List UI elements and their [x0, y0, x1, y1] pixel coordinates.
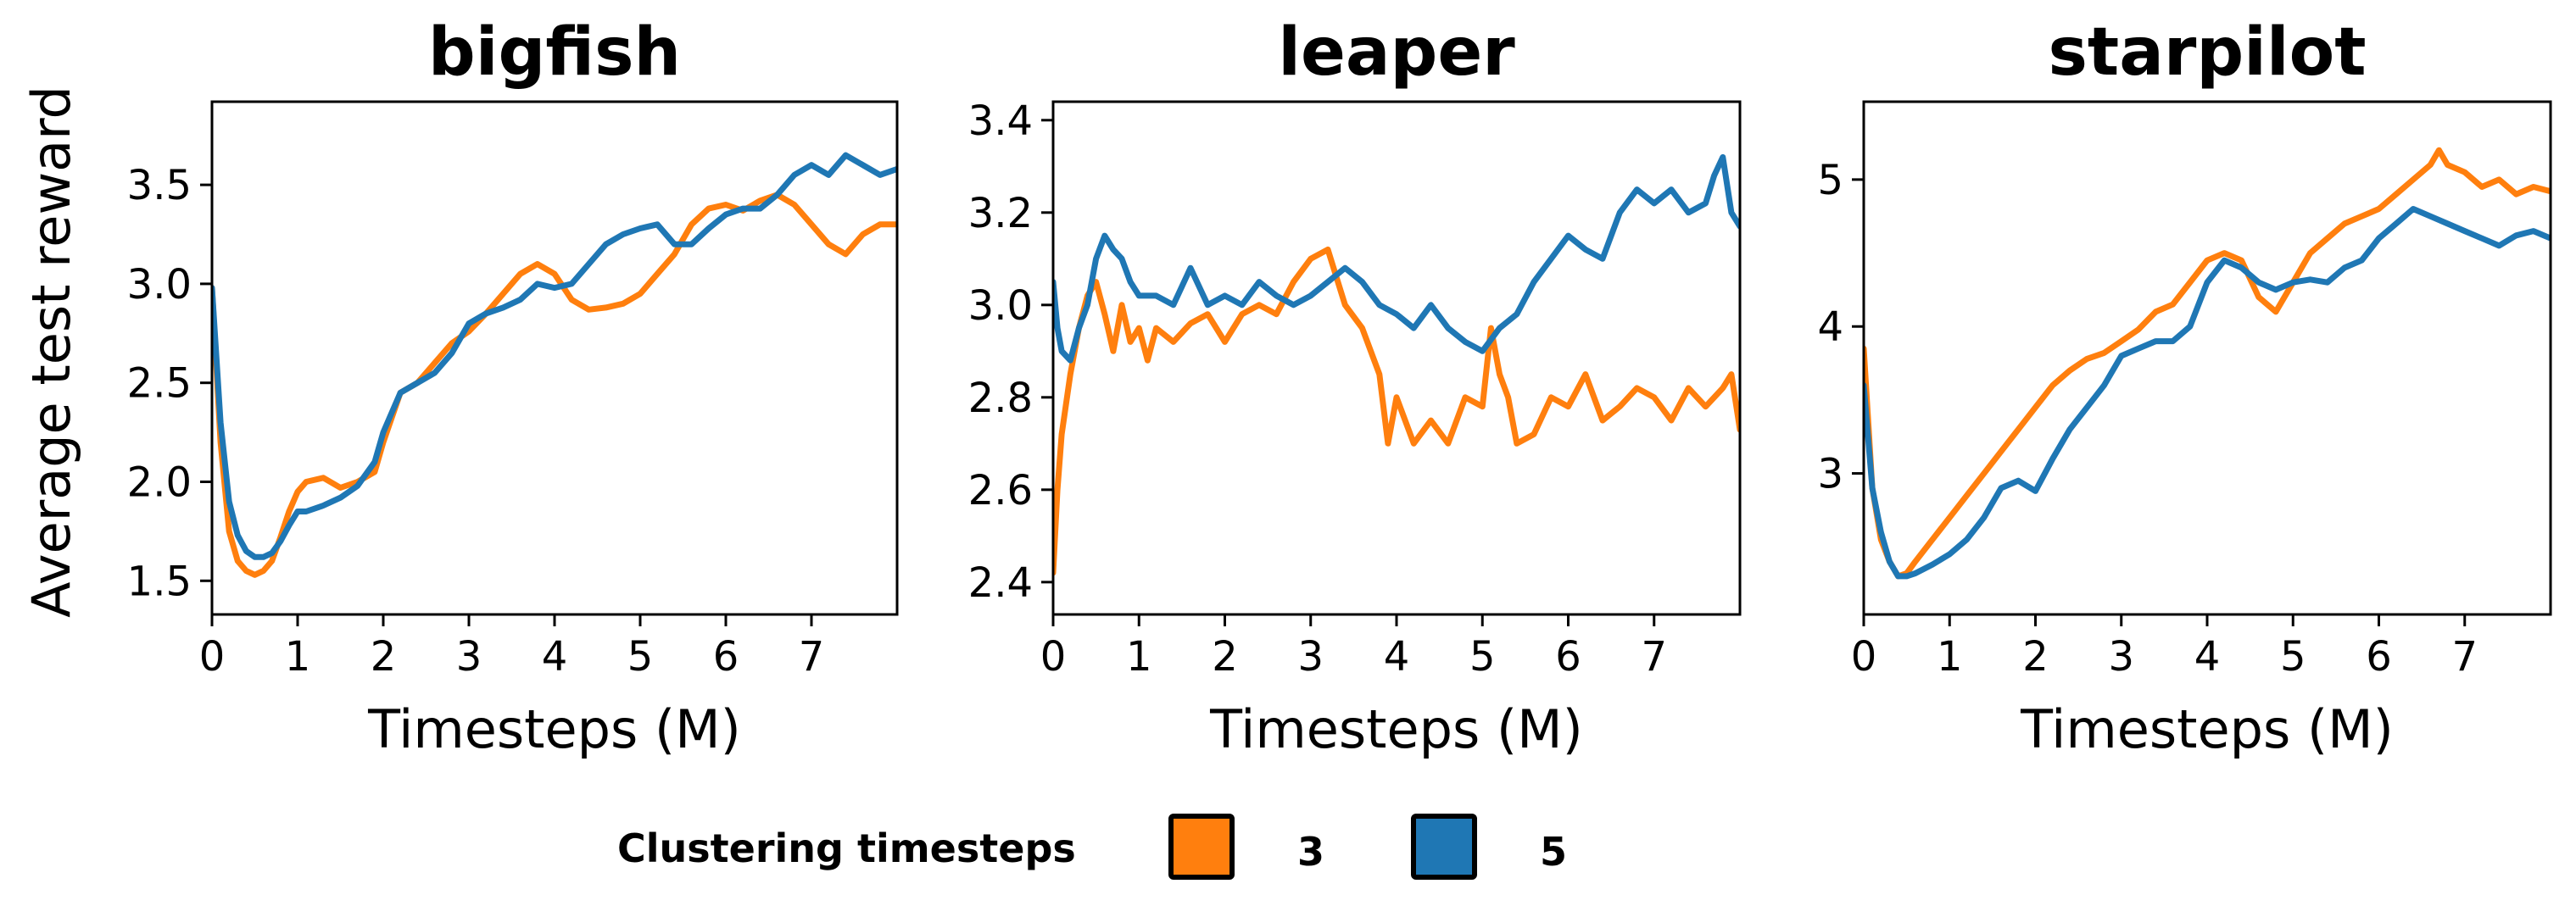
x-tick-label: 5	[627, 633, 654, 681]
x-tick-label: 2	[371, 633, 397, 681]
x-tick-label: 6	[1555, 633, 1581, 681]
x-axis-label: Timesteps (M)	[367, 698, 741, 760]
x-axis-label: Timesteps (M)	[1209, 698, 1583, 760]
panel-bigfish: bigfish 0 1 2 3 4 5 6 7 1.5 2.0 2.5 3.0 3.5 Timesteps …	[127, 14, 899, 760]
x-tick-label: 2	[1212, 633, 1238, 681]
x-tick-label: 4	[2194, 633, 2221, 681]
y-tick-label: 5	[1817, 157, 1843, 204]
figure-canvas: Average test reward bigfish 0 1 2 3 4 5 6 7 1.5 2.…	[20, 14, 2552, 760]
y-tick-label: 4	[1817, 303, 1843, 351]
x-tick-label: 4	[542, 633, 568, 681]
x-tick-label: 3	[456, 633, 482, 681]
legend-label-5: 5	[1540, 829, 1568, 875]
series-line-5	[212, 152, 897, 560]
x-tick-label: 4	[1384, 633, 1410, 681]
y-tick-label: 3.0	[127, 261, 192, 308]
legend-swatch-5	[1411, 814, 1477, 880]
x-tick-label: 3	[2108, 633, 2134, 681]
y-tick-label: 2.5	[127, 360, 192, 408]
x-tick-label: 1	[1937, 633, 1963, 681]
panel-title: starpilot	[2049, 14, 2367, 91]
x-tick-label: 5	[1469, 633, 1496, 681]
x-tick-label: 1	[1126, 633, 1152, 681]
legend-title: Clustering timesteps	[617, 825, 1076, 871]
y-tick-label: 3	[1817, 451, 1843, 498]
y-axis-label: Average test reward	[20, 86, 82, 618]
x-tick-label: 7	[2451, 633, 2478, 681]
legend-swatch-3	[1168, 814, 1235, 880]
y-tick-label: 2.8	[968, 375, 1033, 422]
y-tick-label: 3.0	[968, 282, 1033, 330]
series-line-5	[1864, 206, 2551, 580]
x-axis-label: Timesteps (M)	[2020, 698, 2394, 760]
x-tick-label: 6	[713, 633, 739, 681]
y-tick-label: 2.0	[127, 459, 192, 506]
x-tick-label: 2	[2022, 633, 2049, 681]
panel-leaper: leaper 0 1 2 3 4 5 6 7 2.4 2.6 2.8 3.0 3.2 3.4 Timestep…	[968, 14, 1742, 760]
y-tick-label: 3.5	[127, 162, 192, 209]
x-tick-label: 1	[285, 633, 311, 681]
y-tick-label: 2.6	[968, 467, 1033, 514]
series-line-3	[212, 192, 897, 578]
x-tick-label: 3	[1297, 633, 1324, 681]
x-tick-label: 0	[1040, 633, 1067, 681]
y-tick-label: 2.4	[968, 559, 1033, 607]
y-tick-label: 1.5	[127, 558, 192, 605]
legend-label-3: 3	[1297, 829, 1325, 875]
legend: Clustering timesteps 3 5	[0, 797, 2576, 898]
x-tick-label: 6	[2366, 633, 2392, 681]
x-tick-label: 7	[1641, 633, 1667, 681]
series-line-5	[1053, 153, 1740, 364]
y-tick-label: 3.2	[968, 190, 1033, 237]
x-tick-label: 5	[2280, 633, 2306, 681]
x-tick-label: 7	[799, 633, 825, 681]
series-line-3	[1053, 246, 1740, 576]
y-tick-label: 3.4	[968, 97, 1033, 145]
series-line-3	[1864, 147, 2551, 580]
panel-title: bigfish	[428, 14, 681, 91]
panel-starpilot: starpilot 0 1 2 3 4 5 6 7 3 4 5 Timesteps (M)	[1817, 14, 2552, 760]
panel-title: leaper	[1278, 14, 1515, 91]
x-tick-label: 0	[199, 633, 226, 681]
x-tick-label: 0	[1851, 633, 1877, 681]
axes-frame	[1051, 100, 1742, 616]
